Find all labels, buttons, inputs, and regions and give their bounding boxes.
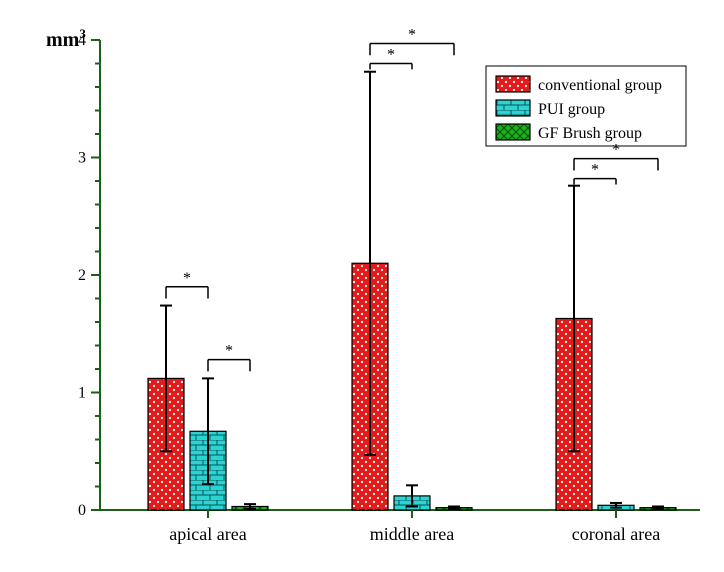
category-label: coronal area xyxy=(572,524,660,544)
ytick-label: 3 xyxy=(78,150,86,167)
significance-star: * xyxy=(591,162,599,179)
category-label: apical area xyxy=(169,524,246,544)
legend-swatch-pui xyxy=(496,100,530,116)
bar-chart: 01234mm3apical areamiddle areacoronal ar… xyxy=(0,0,724,572)
significance-star: * xyxy=(183,270,191,287)
chart-root: 01234mm3apical areamiddle areacoronal ar… xyxy=(0,0,724,572)
legend-swatch-conventional xyxy=(496,76,530,92)
significance-star: * xyxy=(408,27,416,44)
ytick-label: 0 xyxy=(78,502,86,519)
significance-star: * xyxy=(612,142,620,159)
significance-star: * xyxy=(225,343,233,360)
category-label: middle area xyxy=(370,524,454,544)
legend-label-conventional: conventional group xyxy=(538,77,662,94)
significance-star: * xyxy=(387,47,395,64)
legend-label-gfbrush: GF Brush group xyxy=(538,125,642,142)
ytick-label: 1 xyxy=(78,385,86,402)
ytick-label: 2 xyxy=(78,267,86,284)
legend-label-pui: PUI group xyxy=(538,101,605,118)
legend-swatch-gfbrush xyxy=(496,124,530,140)
